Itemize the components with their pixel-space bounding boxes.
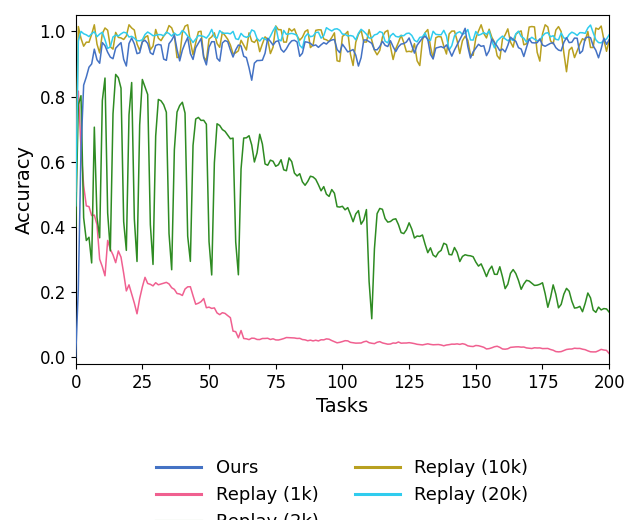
Ours: [120, 56, 127, 62]
Replay (2k): [363, 206, 371, 213]
Replay (20k): [360, 28, 367, 34]
Replay (10k): [299, 34, 307, 41]
X-axis label: Tasks: Tasks: [316, 397, 369, 417]
Replay (20k): [605, 32, 613, 38]
Line: Replay (1k): Replay (1k): [76, 91, 609, 354]
Ours: [72, 354, 79, 360]
Replay (1k): [122, 288, 130, 294]
Replay (1k): [269, 335, 277, 342]
Ours: [266, 38, 274, 45]
Replay (10k): [90, 22, 98, 28]
Replay (1k): [299, 336, 307, 343]
Replay (1k): [74, 88, 82, 94]
Line: Replay (2k): Replay (2k): [76, 74, 609, 319]
Replay (2k): [565, 288, 573, 294]
Replay (1k): [72, 153, 79, 160]
Ours: [296, 53, 303, 59]
Replay (20k): [587, 22, 595, 28]
Replay (1k): [605, 350, 613, 357]
Replay (10k): [605, 37, 613, 44]
Replay (2k): [122, 247, 130, 253]
Replay (2k): [605, 309, 613, 315]
Replay (20k): [296, 42, 303, 48]
Replay (2k): [368, 316, 376, 322]
Y-axis label: Accuracy: Accuracy: [15, 145, 34, 234]
Replay (20k): [560, 35, 568, 41]
Replay (1k): [77, 145, 85, 151]
Replay (10k): [363, 39, 371, 45]
Replay (2k): [269, 158, 277, 164]
Ours: [360, 37, 367, 43]
Replay (2k): [72, 224, 79, 230]
Replay (20k): [72, 203, 79, 209]
Replay (10k): [72, 188, 79, 194]
Replay (2k): [112, 71, 120, 77]
Ours: [461, 25, 469, 31]
Replay (10k): [122, 33, 130, 39]
Replay (1k): [363, 338, 371, 344]
Replay (20k): [74, 38, 82, 44]
Ours: [605, 36, 613, 43]
Line: Ours: Ours: [76, 28, 609, 357]
Replay (10k): [563, 69, 570, 75]
Replay (1k): [563, 346, 570, 353]
Replay (20k): [120, 29, 127, 35]
Line: Replay (10k): Replay (10k): [76, 25, 609, 191]
Ours: [563, 34, 570, 41]
Ours: [74, 286, 82, 292]
Replay (10k): [269, 44, 277, 50]
Line: Replay (20k): Replay (20k): [76, 25, 609, 206]
Replay (10k): [74, 23, 82, 30]
Replay (2k): [74, 101, 82, 108]
Replay (20k): [266, 33, 274, 40]
Replay (2k): [299, 179, 307, 185]
Legend: Ours, Replay (1k), Replay (2k), Replay (10k), Replay (20k): Ours, Replay (1k), Replay (2k), Replay (…: [147, 450, 538, 520]
